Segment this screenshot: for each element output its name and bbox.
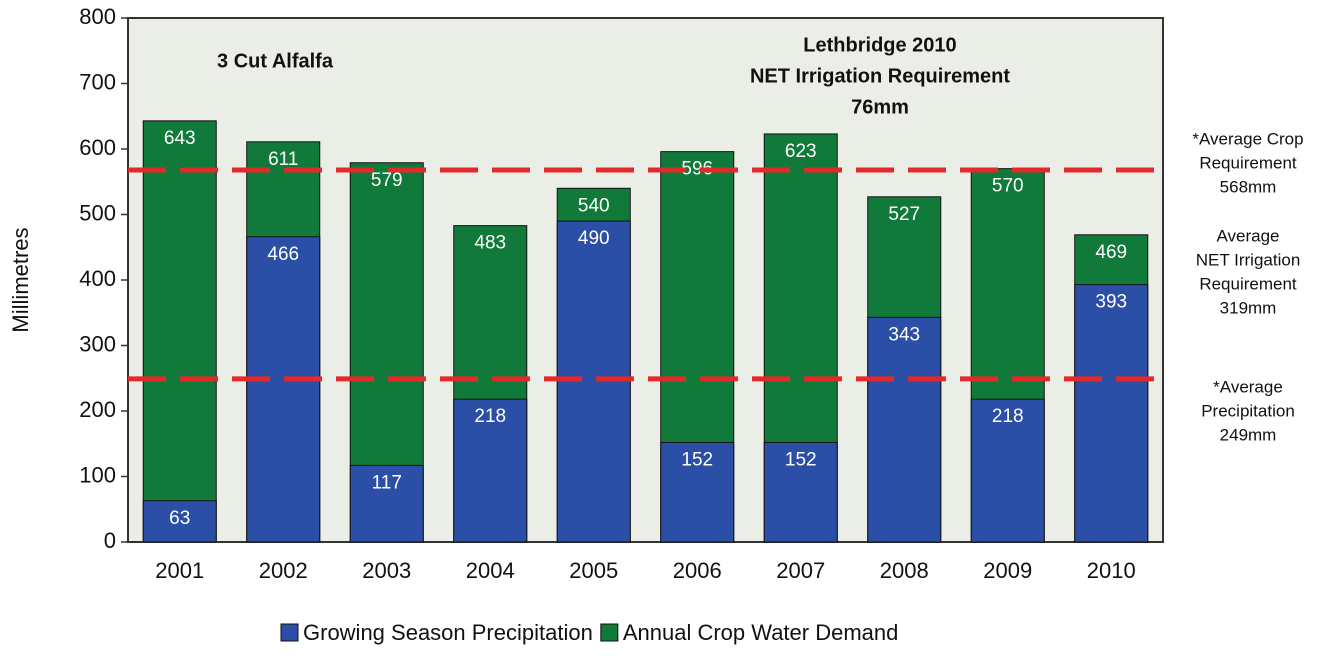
x-tick-label: 2002 [259, 558, 308, 583]
y-axis-label: Millimetres [8, 227, 33, 332]
x-tick-label: 2004 [466, 558, 515, 583]
value-label: 117 [372, 472, 402, 493]
bar [556, 220, 631, 543]
side-note: NET Irrigation [1196, 250, 1301, 269]
y-tick-label: 0 [104, 528, 116, 553]
y-tick-label: 100 [79, 462, 116, 487]
x-tick-label: 2003 [362, 558, 411, 583]
legend-swatch [600, 623, 619, 642]
bar [867, 316, 942, 543]
value-label: 393 [1095, 292, 1127, 313]
value-label: 570 [992, 176, 1024, 197]
reference-label: *Average Crop [1192, 129, 1303, 148]
reference-label: 249mm [1220, 425, 1277, 444]
value-label: 490 [578, 228, 610, 249]
reference-label: Precipitation [1201, 401, 1295, 420]
y-tick-label: 800 [79, 4, 116, 29]
value-label: 63 [169, 508, 190, 529]
legend-label: Growing Season Precipitation [303, 620, 593, 645]
value-label: 218 [992, 406, 1024, 427]
y-tick-label: 700 [79, 69, 116, 94]
value-label: 152 [785, 449, 817, 470]
x-tick-label: 2005 [569, 558, 618, 583]
value-label: 623 [785, 141, 817, 162]
value-label: 611 [268, 149, 298, 170]
y-tick-label: 500 [79, 200, 116, 225]
annotation: Lethbridge 2010 [803, 34, 956, 56]
legend-label: Annual Crop Water Demand [623, 620, 899, 645]
bar [763, 441, 838, 543]
bar [142, 120, 217, 543]
bar [349, 464, 424, 543]
annotation: 76mm [851, 96, 909, 118]
x-tick-label: 2001 [155, 558, 204, 583]
side-note: Average [1216, 226, 1279, 245]
x-tick-label: 2006 [673, 558, 722, 583]
value-label: 540 [578, 195, 610, 216]
side-note: 319mm [1220, 298, 1277, 317]
y-tick-label: 200 [79, 397, 116, 422]
x-tick-label: 2010 [1087, 558, 1136, 583]
value-label: 596 [681, 159, 713, 180]
value-label: 527 [888, 204, 920, 225]
bar [453, 398, 528, 543]
side-note: Requirement [1199, 274, 1297, 293]
y-tick-label: 600 [79, 135, 116, 160]
y-tick-label: 300 [79, 331, 116, 356]
value-label: 343 [888, 324, 920, 345]
value-label: 466 [267, 244, 299, 265]
reference-label: 568mm [1220, 177, 1277, 196]
y-tick-label: 400 [79, 266, 116, 291]
x-tick-label: 2009 [983, 558, 1032, 583]
x-tick-label: 2007 [776, 558, 825, 583]
value-label: 483 [474, 233, 506, 254]
reference-label: Requirement [1199, 153, 1297, 172]
bar [142, 500, 217, 543]
value-label: 643 [164, 128, 196, 149]
annotation: NET Irrigation Requirement [750, 65, 1010, 87]
value-label: 579 [371, 170, 403, 191]
x-tick-label: 2008 [880, 558, 929, 583]
bar [1074, 284, 1149, 543]
bar [246, 236, 321, 543]
value-label: 218 [474, 406, 506, 427]
legend-swatch [280, 623, 299, 642]
value-label: 469 [1095, 242, 1127, 263]
bar [660, 441, 735, 543]
value-label: 152 [681, 449, 713, 470]
reference-label: *Average [1213, 377, 1283, 396]
bar [970, 398, 1045, 543]
annotation: 3 Cut Alfalfa [217, 50, 334, 72]
